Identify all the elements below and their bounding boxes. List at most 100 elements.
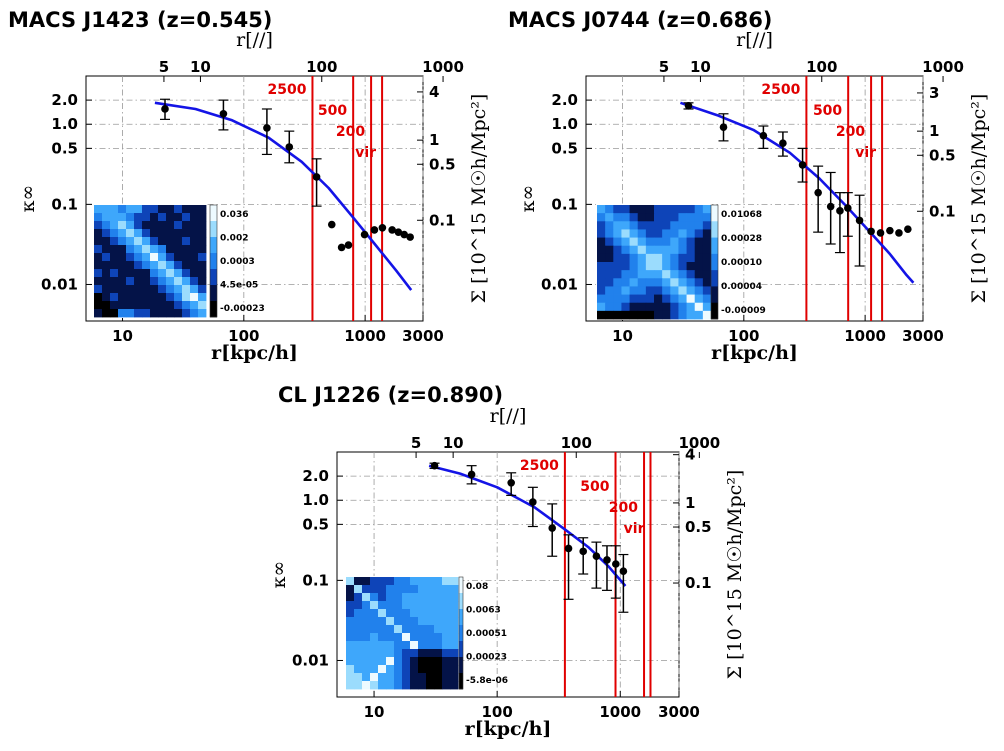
matrix-cell [418, 601, 427, 610]
matrix-cell [442, 649, 451, 658]
matrix-cell [174, 301, 183, 310]
matrix-cell [410, 633, 419, 642]
matrix-cell [678, 245, 687, 255]
colorbar-segment [711, 302, 718, 320]
matrix-cell [686, 310, 696, 320]
matrix-cell [118, 253, 127, 262]
matrix-cell [158, 221, 167, 230]
matrix-cell [410, 601, 419, 610]
matrix-cell [118, 213, 127, 222]
top-axis-label: r[//] [736, 29, 773, 51]
matrix-cell [450, 617, 459, 626]
colorbar-label: 0.0063 [466, 606, 501, 616]
matrix-cell [102, 221, 111, 230]
matrix-cell [613, 229, 622, 238]
matrix-cell [670, 205, 679, 214]
matrix-cell [110, 237, 119, 246]
matrix-cell [442, 633, 451, 642]
matrix-cell [174, 261, 183, 270]
matrix-cell [410, 625, 419, 634]
matrix-cell [654, 294, 663, 304]
matrix-cell [378, 601, 387, 610]
matrix-cell [150, 213, 159, 222]
data-point [826, 202, 835, 211]
x-axis-label: r[kpc/h] [711, 342, 798, 364]
x-tick-label: 10 [112, 327, 133, 345]
matrix-cell [702, 310, 712, 320]
matrix-cell [118, 237, 127, 246]
matrix-cell [694, 213, 704, 222]
matrix-cell [694, 221, 704, 230]
matrix-cell [110, 221, 119, 230]
right-tick-label: 1 [685, 494, 695, 512]
data-layer [679, 76, 915, 321]
matrix-cell [629, 310, 639, 320]
x-tick-label: 10 [364, 703, 385, 721]
matrix-cell [134, 285, 143, 294]
x-tick-label: 10 [612, 327, 633, 345]
matrix-cell [426, 649, 435, 658]
matrix-cell [394, 641, 403, 650]
matrix-cell [605, 221, 614, 230]
matrix-cell [670, 294, 679, 304]
matrix-cell [426, 673, 435, 682]
data-point [430, 461, 439, 470]
matrix-cell [637, 310, 647, 320]
matrix-cell [386, 665, 395, 674]
x-axis-label: r[kpc/h] [211, 342, 298, 364]
matrix-cell [662, 286, 671, 295]
matrix-cell [450, 673, 459, 682]
matrix-cell [686, 245, 696, 255]
matrix-cell [629, 213, 639, 222]
matrix-cell [386, 657, 395, 666]
matrix-cell [597, 221, 606, 230]
matrix-cell [686, 253, 696, 263]
matrix-cell [386, 673, 395, 682]
matrix-cell [637, 262, 647, 271]
colorbar-segment [210, 205, 217, 222]
matrix-cell [394, 665, 403, 674]
matrix-cell [678, 310, 687, 320]
matrix-cell [450, 625, 459, 634]
matrix-cell [190, 253, 199, 262]
data-point [904, 225, 912, 233]
matrix-cell [190, 261, 199, 270]
colorbar-segment [459, 657, 463, 674]
matrix-cell [370, 649, 379, 658]
matrix-cell [434, 641, 443, 650]
matrix-cell [442, 641, 451, 650]
radius-label: vir [624, 521, 645, 537]
matrix-cell [410, 657, 419, 666]
matrix-cell [166, 237, 175, 246]
matrix-cell [166, 253, 175, 262]
right-tick-label: 1 [429, 131, 439, 149]
matrix-cell [686, 213, 696, 222]
top-tick-label: 1000 [422, 58, 464, 76]
matrix-cell [402, 673, 411, 682]
matrix-cell [670, 286, 679, 295]
matrix-cell [662, 278, 671, 287]
matrix-cell [110, 253, 119, 262]
matrix-cell [434, 673, 443, 682]
data-point [876, 229, 885, 237]
matrix-cell [637, 253, 647, 263]
data-point [836, 207, 844, 215]
data-point [219, 109, 228, 118]
matrix-cell [150, 237, 159, 246]
matrix-cell [637, 278, 647, 287]
matrix-cell [158, 261, 167, 270]
matrix-cell [402, 657, 411, 666]
matrix-cell [190, 293, 199, 302]
matrix-cell [174, 293, 183, 302]
top-tick-label: 100 [306, 58, 337, 76]
matrix-cell [678, 205, 687, 214]
matrix-cell [102, 253, 111, 262]
matrix-cell [166, 301, 175, 310]
matrix-cell [637, 221, 647, 230]
matrix-cell [678, 229, 687, 238]
y-tick-label: 1.0 [551, 115, 578, 133]
matrix-cell [605, 245, 614, 255]
top-axis-label: r[//] [236, 29, 273, 51]
radius-label: 500 [318, 103, 347, 119]
matrix-cell [118, 261, 127, 270]
